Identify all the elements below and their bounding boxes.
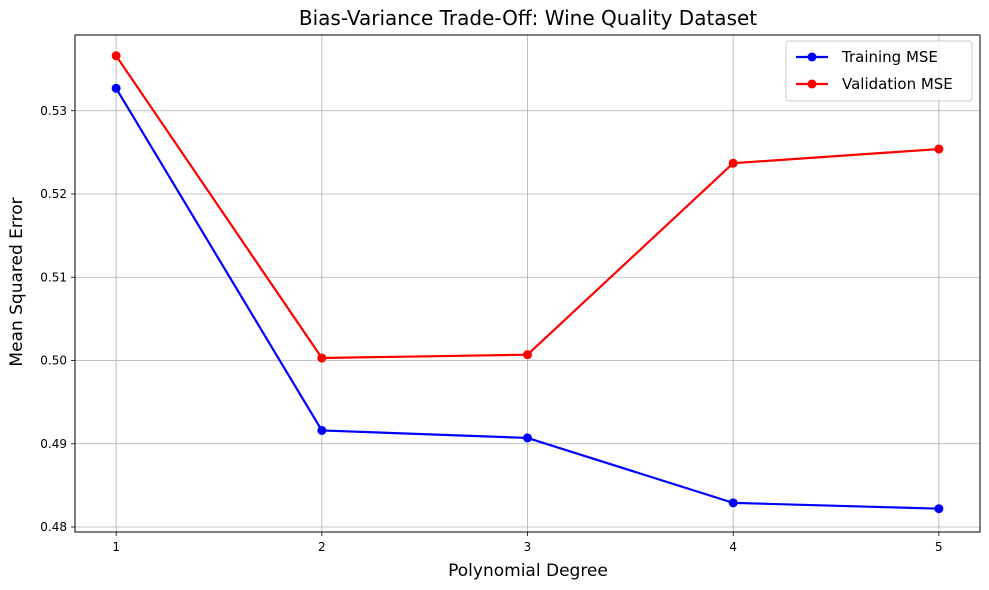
x-tick-label: 4	[729, 540, 737, 554]
legend: Training MSE Validation MSE	[785, 40, 973, 102]
ticks: 1 2 3 4 5 0.48 0.49 0.50 0.51 0.52 0.53	[40, 104, 942, 554]
legend-marker	[807, 79, 817, 89]
y-tick-label: 0.51	[40, 270, 67, 284]
x-tick-label: 1	[112, 540, 120, 554]
chart-title: Bias-Variance Trade-Off: Wine Quality Da…	[299, 6, 757, 30]
series-0-point	[317, 425, 327, 435]
x-tick-label: 3	[524, 540, 532, 554]
series-0-point	[111, 83, 121, 93]
legend-label: Validation MSE	[842, 75, 953, 93]
series-0-point	[934, 504, 944, 514]
y-tick-label: 0.52	[40, 187, 67, 201]
grid	[75, 35, 980, 532]
x-tick-label: 5	[935, 540, 943, 554]
series-1-point	[934, 144, 944, 154]
y-tick-label: 0.50	[40, 354, 67, 368]
series-1-point	[317, 353, 327, 363]
series-0-point	[728, 498, 738, 508]
series-1-point	[111, 51, 121, 61]
series-0-point	[523, 433, 532, 443]
series-1-point	[728, 158, 738, 168]
y-axis-label: Mean Squared Error	[7, 197, 27, 366]
legend-box	[785, 40, 973, 102]
y-tick-label: 0.49	[40, 437, 67, 451]
series-layer	[111, 51, 944, 514]
legend-label: Training MSE	[841, 48, 938, 66]
y-tick-label: 0.53	[40, 104, 67, 118]
legend-marker	[807, 52, 817, 62]
x-tick-label: 2	[318, 540, 326, 554]
x-axis-label: Polynomial Degree	[448, 561, 608, 581]
y-tick-label: 0.48	[40, 520, 67, 534]
series-1-point	[523, 350, 532, 360]
